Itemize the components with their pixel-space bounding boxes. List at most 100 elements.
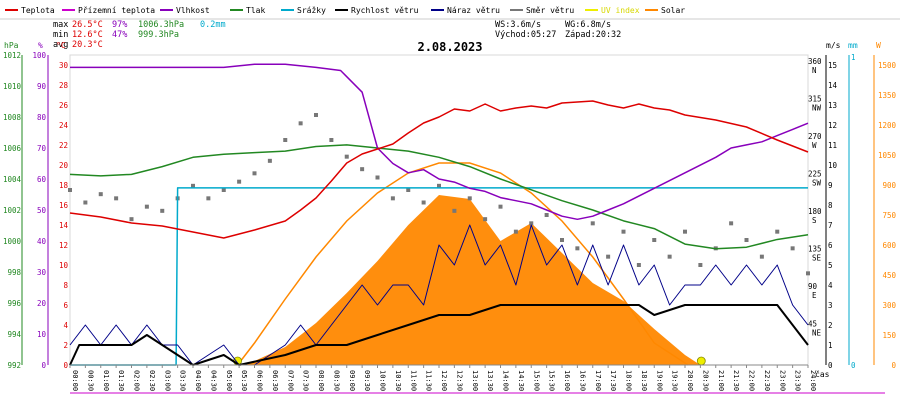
dir-tick-value: 180: [808, 207, 822, 216]
sunrise-value: Východ:05:27: [495, 30, 556, 40]
stat-max-press: 1006.3hPa: [138, 20, 184, 30]
time-tick-label: 19:30: [671, 370, 679, 391]
dir-tick-value: 90: [808, 282, 818, 291]
hpa-tick-label: 1000: [3, 237, 22, 246]
wind-direction-point: [575, 246, 580, 251]
legend-label: Tlak: [246, 6, 265, 15]
hpa-tick-label: 992: [7, 361, 21, 370]
stat-max-rain: 0.2mm: [200, 20, 226, 30]
legend-item: Rychlost větru: [335, 6, 419, 15]
unit-pct: %: [38, 41, 43, 50]
time-tick-label: 08:00: [317, 370, 325, 391]
wind-tick-label: 5: [828, 261, 833, 270]
wind-direction-point: [698, 263, 703, 267]
temp-tick-label: 28: [59, 81, 69, 90]
time-axis-label: čas: [815, 369, 830, 379]
stat-max-hum: 97%: [112, 20, 127, 30]
time-tick-label: 19:00: [655, 370, 663, 391]
wind-direction-point: [744, 238, 749, 242]
temp-tick-label: 18: [59, 181, 69, 190]
humidity-tick-label: 100: [32, 51, 46, 60]
wind-tick-label: 13: [828, 101, 837, 110]
time-tick-label: 20:00: [686, 370, 694, 391]
hpa-tick-label: 1002: [3, 206, 21, 215]
legend-item: Solar: [645, 6, 685, 15]
wind-direction-point: [590, 221, 595, 226]
time-tick-label: 07:00: [286, 370, 294, 391]
time-tick-label: 05:30: [240, 370, 248, 391]
wind-direction-point: [129, 217, 134, 222]
time-tick-label: 22:00: [748, 370, 756, 391]
dir-tick-value: 225: [808, 170, 822, 179]
legend-label: Náraz větru: [447, 6, 500, 15]
wind-speed-line: [69, 304, 809, 366]
hpa-tick-label: 998: [7, 268, 21, 277]
plot-area: [68, 54, 810, 366]
time-tick-label: 12:30: [455, 370, 463, 391]
temp-tick-label: 24: [59, 121, 69, 130]
time-tick-label: 03:30: [179, 370, 187, 391]
time-tick-label: 04:30: [209, 370, 217, 391]
legend: Teplota Přízemní teplota Vlhkost Tlak Srážky…: [0, 6, 900, 20]
time-tick-label: 11:30: [425, 370, 433, 391]
wind-direction-point: [437, 183, 441, 188]
dir-tick-label: E: [812, 291, 817, 300]
time-tick-label: 02:00: [133, 370, 141, 391]
wind-direction-point: [806, 271, 810, 276]
time-tick-label: 00:00: [71, 370, 79, 391]
solar-tick-label: 900: [882, 181, 896, 190]
legend-label: Směr větru: [526, 6, 574, 15]
legend-label: Vlhkost: [176, 6, 210, 15]
wind-direction-point: [560, 238, 564, 242]
temp-tick-label: 22: [59, 141, 68, 150]
wind-tick-label: 4: [828, 281, 833, 290]
wg-value: WG:6.8m/s: [565, 20, 611, 30]
rain-tick-label: 1: [851, 53, 856, 62]
temp-tick-label: 0: [63, 361, 68, 370]
time-tick-label: 12:00: [440, 370, 448, 391]
wind-tick-label: 1: [828, 341, 833, 350]
humidity-line: [70, 63, 809, 221]
temp-tick-label: 30: [59, 61, 69, 70]
wind-direction-point: [237, 179, 242, 184]
wind-direction-point: [759, 254, 764, 259]
time-tick-label: 16:30: [578, 370, 586, 391]
humidity-tick-label: 80: [37, 113, 47, 122]
wind-direction-point: [652, 238, 657, 242]
time-tick-label: 15:30: [548, 370, 556, 391]
hpa-tick-label: 1008: [3, 113, 22, 122]
wind-gust-line: [69, 224, 809, 366]
wind-tick-label: 11: [828, 141, 837, 150]
humidity-tick-label: 60: [37, 175, 47, 184]
time-axis: 00:00 00:30 01:00 01:30 02:00 02:30 03:00 03:30…: [69, 364, 885, 394]
wind-tick-label: 14: [828, 81, 838, 90]
sunset-marker: [696, 356, 706, 366]
hpa-tick-label: 1006: [3, 144, 22, 153]
temp-tick-label: 20: [59, 161, 69, 170]
pressure-line: [69, 144, 809, 250]
temp-tick-label: 8: [63, 281, 68, 290]
time-tick-label: 10:30: [394, 370, 402, 391]
time-tick-label: 03:00: [163, 370, 171, 391]
wind-direction-point: [206, 196, 211, 201]
ws-value: WS:3.6m/s: [495, 20, 541, 30]
wind-direction-point: [606, 254, 611, 259]
humidity-tick-label: 0: [41, 361, 46, 370]
hpa-tick-label: 1012: [3, 51, 21, 60]
legend-item: Srážky: [281, 6, 326, 15]
legend-item: Tlak: [230, 6, 265, 15]
time-tick-label: 14:00: [502, 370, 510, 391]
wind-direction-point: [621, 229, 626, 234]
solar-tick-label: 1050: [878, 151, 897, 160]
temp-tick-label: 16: [59, 201, 69, 210]
temp-tick-label: 6: [63, 301, 68, 310]
wind-direction-point: [283, 138, 288, 142]
time-tick-label: 22:30: [763, 370, 771, 391]
wind-direction-point: [114, 196, 119, 201]
temp-tick-label: 12: [59, 241, 68, 250]
dir-tick-label: NE: [812, 329, 822, 338]
wind-tick-label: 3: [828, 301, 833, 310]
wind-tick-label: 2: [828, 321, 833, 330]
temp-tick-label: 26: [59, 101, 69, 110]
wind-tick-label: 8: [828, 201, 833, 210]
